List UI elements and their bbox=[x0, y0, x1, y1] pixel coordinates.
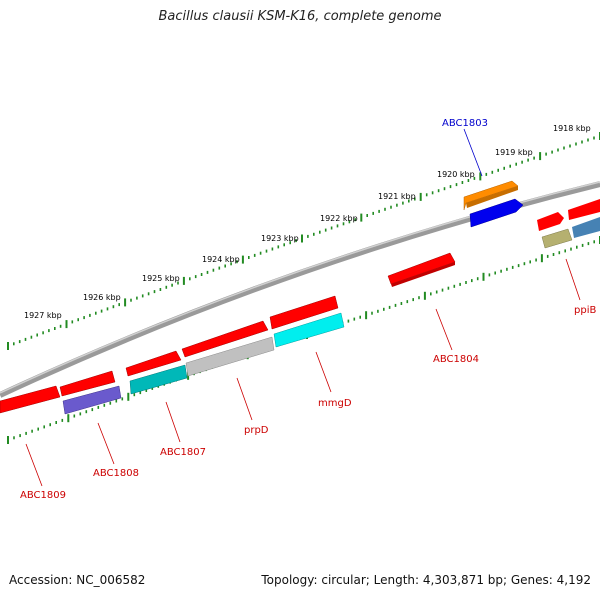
gene-red-feature[interactable] bbox=[0, 385, 61, 414]
leader-line bbox=[463, 128, 483, 177]
scale-track-inner bbox=[7, 236, 600, 444]
gene-label-abc1807[interactable]: ABC1807 bbox=[160, 447, 206, 458]
accession-label: Accession: NC_006582 bbox=[9, 573, 146, 587]
gene-label-abc1808[interactable]: ABC1808 bbox=[93, 468, 139, 479]
scale-label: 1918 kbp bbox=[553, 124, 591, 133]
scale-label: 1924 kbp bbox=[202, 255, 240, 264]
gene-red-feature[interactable] bbox=[125, 350, 182, 377]
gene-olive-feature[interactable] bbox=[541, 228, 573, 249]
scale-label: 1926 kbp bbox=[83, 293, 121, 302]
gene-abc1807-feature[interactable] bbox=[129, 364, 188, 395]
scale-track-outer bbox=[7, 132, 600, 350]
scale-label: 1921 kbp bbox=[378, 192, 416, 201]
gene-prpd-feature[interactable] bbox=[185, 336, 275, 377]
gene-label-abc1804[interactable]: ABC1804 bbox=[433, 354, 479, 365]
scale-label: 1923 kbp bbox=[261, 234, 299, 243]
gene-red-feature[interactable] bbox=[269, 295, 339, 330]
gene-mmgd-feature[interactable] bbox=[273, 312, 345, 348]
gene-red-feature[interactable] bbox=[59, 370, 116, 397]
gene-abc1804-shadow bbox=[391, 262, 455, 287]
leader-line bbox=[315, 351, 332, 393]
gene-red-feature[interactable] bbox=[181, 320, 269, 358]
scale-label: 1919 kbp bbox=[495, 148, 533, 157]
genes-outer-strand bbox=[463, 180, 600, 249]
genes-inner-strand bbox=[0, 252, 456, 415]
gene-abc1803-shadow bbox=[466, 186, 518, 208]
gene-label-ppib[interactable]: ppiB bbox=[574, 305, 596, 316]
map-title: Bacillus clausii KSM-K16, complete genom… bbox=[158, 9, 442, 24]
gene-label-prpd[interactable]: prpD bbox=[244, 425, 269, 436]
scale-label: 1927 kbp bbox=[24, 311, 62, 320]
scale-label: 1922 kbp bbox=[320, 214, 358, 223]
gene-steel-feature[interactable] bbox=[572, 217, 600, 238]
genome-backbone bbox=[0, 181, 600, 398]
gene-red-outer[interactable] bbox=[537, 212, 564, 231]
gene-label-abc1809[interactable]: ABC1809 bbox=[20, 490, 66, 501]
gene-labels: ABC1803 ppiB ABC1804 mmgD prpD ABC1807 A… bbox=[20, 118, 596, 501]
leader-line bbox=[165, 401, 181, 443]
gene-blue-feature[interactable] bbox=[469, 198, 524, 228]
leader-line bbox=[236, 377, 253, 421]
leader-line bbox=[97, 422, 115, 465]
gene-red-outer[interactable] bbox=[568, 199, 600, 220]
leader-line bbox=[435, 308, 453, 351]
gene-label-mmgd[interactable]: mmgD bbox=[318, 398, 352, 409]
scale-label: 1925 kbp bbox=[142, 274, 180, 283]
scale-label: 1920 kbp bbox=[437, 170, 475, 179]
leader-line bbox=[25, 443, 43, 487]
genome-summary: Topology: circular; Length: 4,303,871 bp… bbox=[261, 573, 591, 587]
gene-abc1808-feature[interactable] bbox=[62, 385, 122, 415]
scale-labels: 1918 kbp 1919 kbp 1920 kbp 1921 kbp 1922… bbox=[24, 124, 591, 320]
gene-label-abc1803[interactable]: ABC1803 bbox=[442, 118, 488, 129]
label-leaders bbox=[25, 128, 581, 487]
leader-line bbox=[565, 258, 581, 301]
